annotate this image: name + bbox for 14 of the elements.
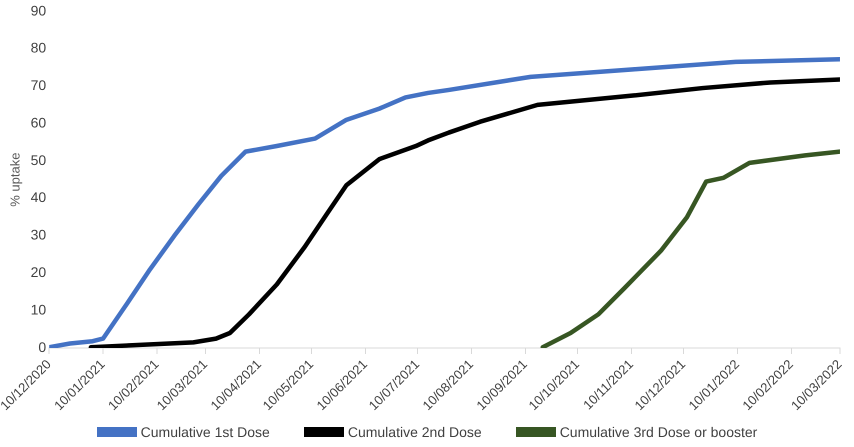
y-tick-label: 30: [30, 226, 46, 243]
y-tick-label: 10: [30, 301, 46, 318]
y-tick-label: 0: [38, 338, 46, 355]
legend-label: Cumulative 3rd Dose or booster: [560, 424, 758, 440]
y-tick-label: 60: [30, 114, 46, 130]
legend-label: Cumulative 2nd Dose: [348, 424, 482, 440]
y-tick-label: 70: [30, 77, 46, 94]
y-tick-label: 20: [30, 264, 46, 280]
y-tick-label: 80: [30, 40, 46, 56]
y-axis-title: % uptake: [7, 152, 22, 207]
y-tick-label: 90: [30, 2, 46, 18]
y-tick-label: 40: [30, 189, 46, 206]
y-tick-label: 50: [30, 152, 46, 168]
legend-label: Cumulative 1st Dose: [140, 424, 270, 440]
